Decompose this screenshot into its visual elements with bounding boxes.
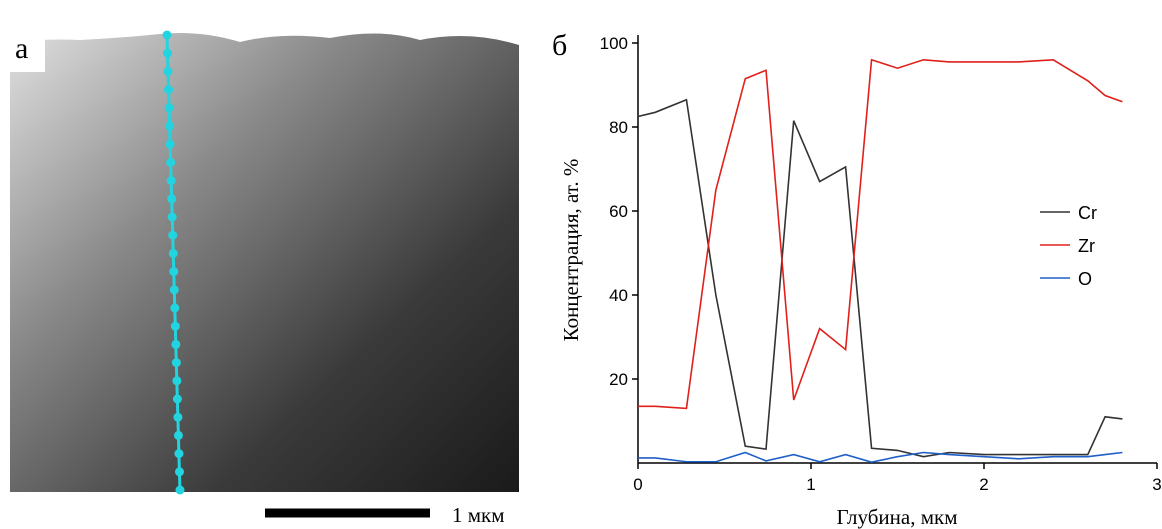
y-tick-label: 40 <box>609 286 628 305</box>
micrograph-image <box>10 12 519 492</box>
micrograph: а 1 мкм <box>10 12 519 527</box>
x-tick-label: 1 <box>806 475 815 494</box>
scan-point <box>171 358 181 368</box>
scan-point <box>163 66 173 76</box>
scan-point <box>168 230 178 240</box>
scan-point <box>169 285 179 295</box>
scan-point <box>165 139 175 149</box>
scan-point <box>168 248 178 258</box>
scan-point <box>175 485 185 495</box>
scan-point <box>167 212 177 222</box>
scan-point <box>174 449 184 459</box>
scan-point <box>166 176 176 186</box>
series-line <box>638 451 1123 463</box>
series-line <box>638 58 1123 410</box>
legend-label: Cr <box>1078 203 1097 223</box>
scan-point <box>173 430 183 440</box>
x-axis-label: Глубина, мкм <box>836 505 957 529</box>
y-tick-label: 60 <box>609 202 628 221</box>
scan-point <box>170 303 180 313</box>
chart: б Глубина, мкм Концентрация, ат. % 0 1 2 3 2… <box>552 29 1162 529</box>
scan-point <box>165 121 175 131</box>
scan-point <box>172 394 182 404</box>
scan-points <box>162 30 185 495</box>
scan-point <box>174 467 184 477</box>
legend-label: O <box>1078 269 1092 289</box>
label-background <box>10 12 45 72</box>
x-tick-label: 2 <box>979 475 988 494</box>
panel-label: б <box>552 29 567 62</box>
scan-point <box>173 412 183 422</box>
scan-point <box>163 48 173 58</box>
y-tick-label: 80 <box>609 118 628 137</box>
scan-point <box>171 339 181 349</box>
scan-point <box>169 267 179 277</box>
scan-point <box>164 103 174 113</box>
scale-bar-label: 1 мкм <box>452 503 505 527</box>
legend-label: Zr <box>1078 236 1095 256</box>
panel-label: а <box>15 32 28 65</box>
scan-point <box>172 376 182 386</box>
y-tick-label: 20 <box>609 370 628 389</box>
x-tick-label: 3 <box>1152 475 1161 494</box>
micrograph-top-edge <box>10 12 519 45</box>
scan-point <box>166 157 176 167</box>
y-axis-label: Концентрация, ат. % <box>559 159 583 342</box>
x-tick-label: 0 <box>633 475 642 494</box>
series-line <box>637 98 1123 458</box>
scan-point <box>164 85 174 95</box>
scan-point <box>170 321 180 331</box>
scan-point <box>162 30 172 40</box>
scan-point <box>167 194 177 204</box>
y-tick-label: 100 <box>600 34 628 53</box>
